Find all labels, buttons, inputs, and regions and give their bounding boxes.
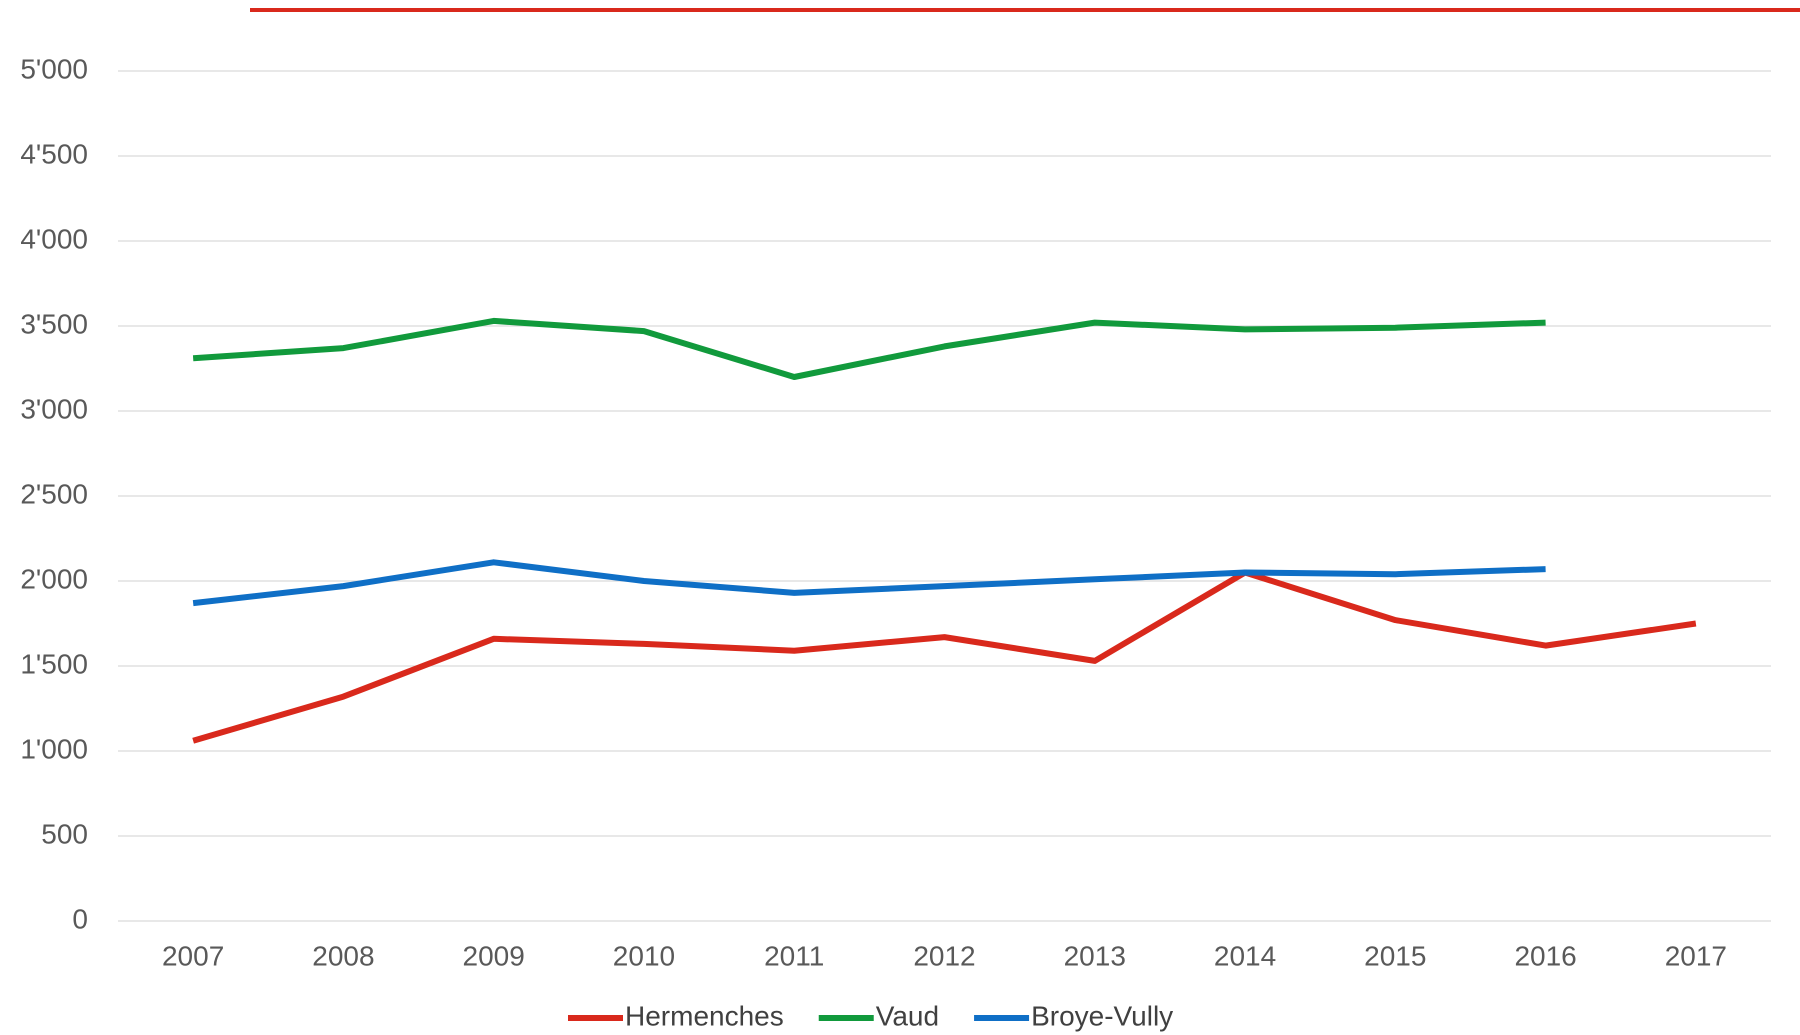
x-tick-label: 2014 <box>1214 940 1276 971</box>
series-line <box>192 559 1546 607</box>
y-tick-label: 4'500 <box>20 138 88 169</box>
legend-label: Vaud <box>876 1000 939 1031</box>
y-tick-label: 0 <box>72 903 88 934</box>
legend-label: Hermenches <box>625 1000 784 1031</box>
series-line <box>192 317 1546 380</box>
y-tick-label: 3'500 <box>20 308 88 339</box>
y-tick-label: 2'000 <box>20 563 88 594</box>
y-tick-label: 500 <box>41 818 88 849</box>
y-tick-label: 5'000 <box>20 53 88 84</box>
y-tick-label: 1'000 <box>20 733 88 764</box>
x-tick-label: 2013 <box>1064 940 1126 971</box>
x-tick-label: 2012 <box>913 940 975 971</box>
x-tick-label: 2009 <box>463 940 525 971</box>
x-tick-label: 2015 <box>1364 940 1426 971</box>
x-tick-label: 2007 <box>162 940 224 971</box>
y-tick-label: 1'500 <box>20 648 88 679</box>
x-tick-label: 2010 <box>613 940 675 971</box>
x-tick-label: 2017 <box>1665 940 1727 971</box>
x-tick-label: 2016 <box>1514 940 1576 971</box>
series-line <box>192 569 1697 744</box>
y-tick-label: 3'000 <box>20 393 88 424</box>
y-tick-label: 4'000 <box>20 223 88 254</box>
x-tick-label: 2011 <box>764 940 824 971</box>
legend-label: Broye-Vully <box>1031 1000 1173 1031</box>
y-tick-label: 2'500 <box>20 478 88 509</box>
x-tick-label: 2008 <box>312 940 374 971</box>
